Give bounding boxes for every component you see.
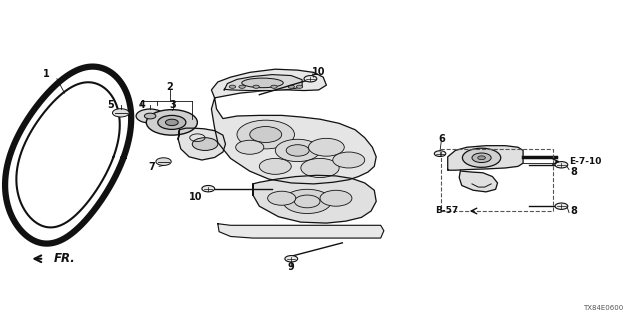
Text: 9: 9	[288, 262, 294, 272]
Circle shape	[286, 145, 309, 156]
Circle shape	[304, 76, 317, 82]
Circle shape	[301, 158, 339, 178]
Text: 2: 2	[166, 82, 173, 92]
Ellipse shape	[242, 78, 284, 88]
Circle shape	[555, 162, 568, 168]
Text: 1: 1	[44, 69, 50, 79]
Circle shape	[275, 139, 320, 162]
Circle shape	[320, 190, 352, 206]
Text: TX84E0600: TX84E0600	[583, 305, 623, 311]
Polygon shape	[253, 175, 376, 223]
Text: 5: 5	[107, 100, 114, 110]
Text: 3: 3	[170, 100, 177, 110]
Circle shape	[229, 85, 236, 88]
Circle shape	[202, 186, 214, 192]
Text: 8: 8	[571, 206, 578, 216]
Text: B-57: B-57	[435, 206, 458, 215]
Polygon shape	[448, 146, 523, 170]
Polygon shape	[178, 128, 225, 160]
Circle shape	[477, 156, 485, 160]
Circle shape	[294, 195, 320, 208]
Circle shape	[333, 152, 365, 168]
Circle shape	[463, 148, 500, 167]
Circle shape	[435, 151, 446, 156]
Polygon shape	[211, 69, 326, 98]
Text: 6: 6	[438, 134, 445, 144]
Circle shape	[158, 116, 186, 129]
Circle shape	[253, 85, 259, 88]
Polygon shape	[211, 98, 376, 184]
Circle shape	[288, 85, 294, 88]
Text: 8: 8	[571, 167, 578, 177]
Circle shape	[250, 126, 282, 142]
Circle shape	[113, 109, 129, 117]
Circle shape	[268, 191, 296, 205]
Text: 10: 10	[189, 192, 202, 202]
Circle shape	[166, 119, 178, 125]
Text: 7: 7	[148, 162, 156, 172]
Text: FR.: FR.	[54, 252, 76, 265]
Polygon shape	[224, 75, 302, 91]
Circle shape	[192, 138, 218, 150]
Circle shape	[236, 140, 264, 154]
Circle shape	[296, 85, 303, 88]
Text: 4: 4	[139, 100, 146, 110]
Circle shape	[285, 256, 298, 262]
Bar	[442, 149, 553, 211]
Circle shape	[555, 203, 568, 209]
Circle shape	[145, 113, 156, 119]
Circle shape	[259, 158, 291, 174]
Polygon shape	[218, 224, 384, 238]
Text: E-7-10: E-7-10	[569, 157, 602, 166]
Circle shape	[308, 138, 344, 156]
Circle shape	[147, 110, 197, 135]
Circle shape	[156, 158, 172, 165]
Circle shape	[271, 85, 277, 88]
Text: 10: 10	[312, 68, 326, 77]
Circle shape	[283, 189, 332, 213]
Circle shape	[136, 109, 164, 123]
Polygon shape	[460, 170, 497, 192]
Circle shape	[237, 120, 294, 149]
Circle shape	[472, 153, 491, 163]
Circle shape	[239, 85, 245, 88]
